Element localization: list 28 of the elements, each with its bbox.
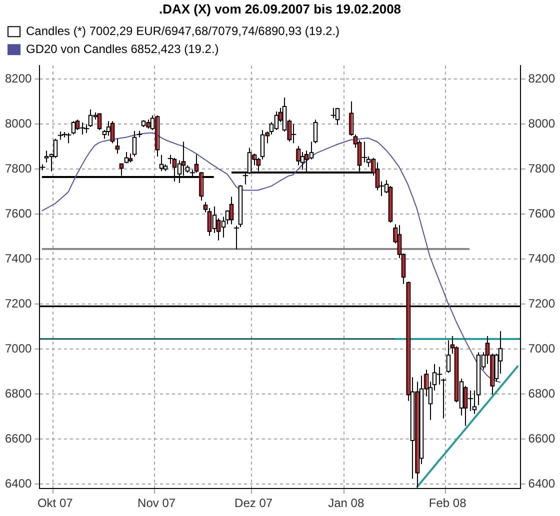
y-tick-label: 7000 — [528, 341, 556, 356]
y-tick-label: 7400 — [528, 251, 556, 266]
y-tick-label: 7200 — [528, 296, 556, 310]
y-tick-label: 8200 — [528, 71, 556, 86]
y2-tick-label: 7600 — [4, 206, 32, 220]
y2-tick-label: 6400 — [4, 476, 32, 490]
y2-tick-label: 7000 — [4, 341, 32, 356]
y2-tick-label: 8200 — [4, 71, 32, 86]
chart-title: .DAX (X) vom 26.09.2007 bis 19.02.2008 — [158, 1, 402, 16]
x-tick-label: Nov 07 — [138, 496, 176, 510]
y2-tick-label: 6800 — [4, 386, 32, 400]
y-tick-label: 8000 — [528, 116, 556, 130]
y2-tick-label: 7800 — [4, 161, 32, 176]
y-tick-label: 6600 — [528, 431, 556, 446]
x-tick-label: Feb 08 — [428, 496, 467, 510]
y-tick-label: 6400 — [528, 476, 556, 490]
y2-tick-label: 8000 — [4, 116, 32, 130]
x-tick-label: Okt 07 — [37, 496, 74, 510]
y2-tick-label: 6600 — [4, 431, 32, 446]
x-tick-label: Jan 08 — [328, 496, 364, 510]
legend-label: Candles (*) 7002,29 EUR/6947,68/7079,74/6890,93 (19.2.) — [26, 24, 340, 38]
legend-label: GD20 von Candles 6852,423 (19.2.) — [26, 42, 219, 56]
y2-tick-label: 7400 — [4, 251, 32, 266]
y-tick-label: 7800 — [528, 161, 556, 176]
y-tick-label: 6800 — [528, 386, 556, 400]
x-tick-label: Dez 07 — [234, 496, 273, 510]
y2-tick-label: 7200 — [4, 296, 32, 310]
y-tick-label: 7600 — [528, 206, 556, 220]
